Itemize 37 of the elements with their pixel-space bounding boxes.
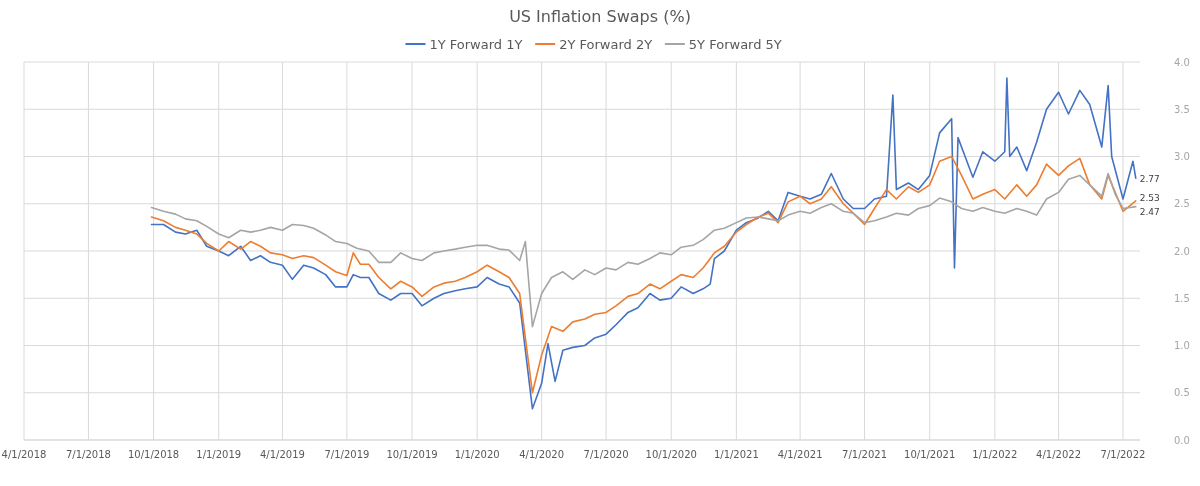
annotation: 2.47: [1139, 207, 1160, 218]
legend-label: 1Y Forward 1Y: [429, 37, 523, 52]
y-tick-label: 0.5: [1174, 387, 1190, 399]
legend-label: 2Y Forward 2Y: [559, 37, 653, 52]
x-tick-label: 7/1/2018: [65, 449, 111, 460]
line-series: [150, 172, 1137, 328]
x-tick-label: 4/1/2019: [260, 449, 305, 460]
x-tick-label: 7/1/2022: [1100, 449, 1146, 460]
x-tick-label: 10/1/2018: [127, 449, 180, 460]
annotation: 2.53: [1139, 193, 1160, 204]
y-tick-label: 4.0: [1174, 56, 1190, 68]
x-tick-label: 10/1/2020: [645, 449, 697, 460]
x-tick-label: 1/1/2020: [454, 449, 500, 460]
x-tick-label: 1/1/2019: [196, 449, 242, 460]
chart-title: US Inflation Swaps (%): [509, 7, 691, 26]
x-tick-label: 7/1/2019: [324, 449, 370, 460]
y-tick-label: 2.5: [1174, 198, 1190, 210]
line-series: [150, 77, 1137, 410]
x-tick-label: 1/1/2021: [713, 449, 759, 460]
x-tick-label: 4/1/2018: [1, 449, 47, 460]
y-tick-label: 1.0: [1174, 340, 1190, 351]
x-tick-label: 1/1/2022: [972, 449, 1018, 460]
y-tick-label: 2.0: [1174, 245, 1190, 257]
x-tick-label: 7/1/2020: [583, 449, 629, 460]
line-series: [150, 155, 1137, 394]
x-tick-label: 7/1/2021: [842, 449, 887, 460]
x-tick-label: 10/1/2021: [904, 449, 956, 460]
annotation: 2.77: [1139, 173, 1160, 184]
x-tick-label: 10/1/2019: [386, 449, 438, 460]
y-tick-label: 3.5: [1174, 103, 1190, 115]
y-tick-label: 0.0: [1174, 434, 1190, 446]
y-tick-label: 3.0: [1174, 151, 1190, 162]
y-tick-label: 1.5: [1174, 292, 1190, 304]
x-tick-label: 4/1/2021: [777, 449, 823, 460]
x-tick-label: 4/1/2020: [519, 449, 565, 460]
legend-label: 5Y Forward 5Y: [688, 37, 782, 52]
x-tick-label: 4/1/2022: [1036, 449, 1082, 460]
